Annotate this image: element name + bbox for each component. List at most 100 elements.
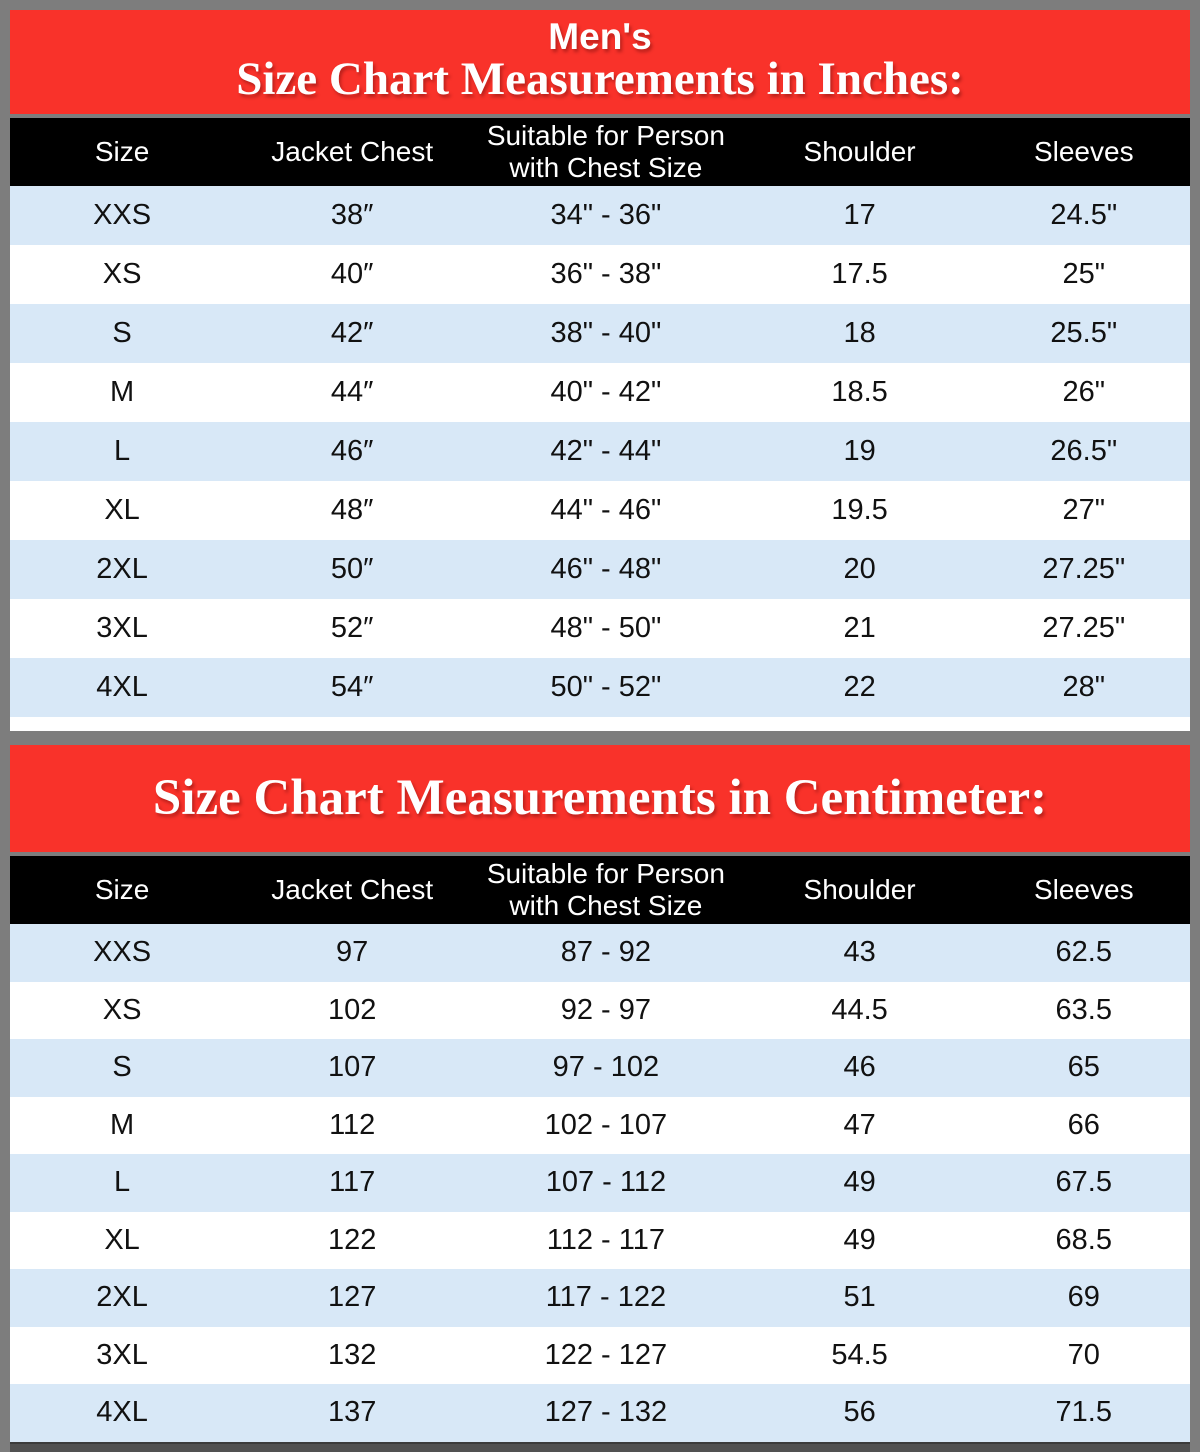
table-cell: 50″ [330, 553, 374, 585]
table-cell: 51 [843, 1281, 876, 1314]
table-cell: 137 [327, 1396, 377, 1429]
table-row: XXS 97 87 - 92 43 62.5 [10, 924, 1190, 982]
table-cell: 117 [329, 1166, 376, 1199]
column-header: Shoulder [803, 873, 916, 905]
table-cell: 102 [327, 993, 377, 1026]
table-cell: M [110, 376, 135, 408]
table-cell: 66 [1067, 1108, 1100, 1141]
table-cell: 48″ [330, 494, 374, 526]
banner-super-title: Men's [548, 16, 652, 57]
table-cell: 54.5 [831, 1338, 888, 1371]
table-cell: 17 [843, 199, 876, 231]
table-row: L 117 107 - 112 49 67.5 [10, 1154, 1190, 1212]
table-cell: L [114, 435, 131, 467]
table-cell: 18.5 [831, 376, 888, 408]
table-cell: 40" - 42" [550, 376, 662, 408]
table-cell: 107 - 112 [545, 1166, 667, 1199]
table-cell: 102 - 107 [544, 1108, 668, 1141]
table-cell: 127 [327, 1281, 377, 1314]
column-header: Sleeves [1033, 135, 1134, 167]
table-header-row: Size Jacket Chest Suitable for Person with… [10, 856, 1190, 924]
column-header: Sleeves [1033, 873, 1134, 905]
bottom-bar [10, 1441, 1190, 1452]
table-cell: 92 - 97 [560, 993, 652, 1026]
table-footer-strip [10, 717, 1190, 731]
table-cell: 22 [843, 671, 876, 703]
table-cell: 65 [1067, 1051, 1100, 1084]
table-cell: 26" [1062, 376, 1106, 408]
table-cell: 122 [327, 1223, 377, 1256]
table-row: 3XL 52″ 48" - 50" 21 27.25" [10, 599, 1190, 658]
table-cell: XL [104, 1223, 140, 1256]
table-cell: 19.5 [831, 494, 888, 526]
table-cell: 47 [843, 1108, 876, 1141]
column-header: Size [94, 135, 150, 167]
table-cell: 38″ [330, 199, 374, 231]
table-cell: 52″ [330, 612, 374, 644]
table-cell: 87 - 92 [560, 936, 652, 969]
table-cell: 49 [843, 1223, 876, 1256]
table-cell: 27" [1062, 494, 1106, 526]
table-cell: XL [104, 494, 140, 526]
table-cell: XXS [93, 936, 152, 969]
table-cell: 54″ [330, 671, 374, 703]
table-cell: XXS [93, 199, 152, 231]
table-cell: 38" - 40" [550, 317, 662, 349]
table-row: XL 48″ 44" - 46" 19.5 27" [10, 481, 1190, 540]
table-row: S 107 97 - 102 46 65 [10, 1039, 1190, 1097]
table-cell: 3XL [96, 1338, 148, 1371]
table-cell: 43 [843, 936, 876, 969]
table-cell: 44″ [330, 376, 374, 408]
table-cell: 63.5 [1055, 993, 1112, 1026]
table-row: XXS 38″ 34" - 36" 17 24.5" [10, 186, 1190, 245]
table-cell: 68.5 [1055, 1223, 1112, 1256]
centimeter-banner-title: Size Chart Measurements in Centimeter: [152, 770, 1048, 826]
table-cell: 50" - 52" [550, 671, 662, 703]
table-cell: 28" [1062, 671, 1106, 703]
table-cell: 26.5" [1050, 435, 1118, 467]
table-cell: 25" [1062, 258, 1106, 290]
table-cell: 27.25" [1042, 612, 1126, 644]
table-cell: M [110, 1108, 135, 1141]
table-cell: 4XL [96, 1396, 148, 1429]
column-header: Suitable for Person with Chest Size [486, 119, 725, 183]
table-cell: 18 [843, 317, 876, 349]
table-cell: 69 [1067, 1281, 1100, 1314]
table-cell: 42″ [330, 317, 374, 349]
table-cell: 107 [327, 1051, 377, 1084]
table-cell: 127 - 132 [544, 1396, 668, 1429]
table-cell: 112 [329, 1108, 376, 1141]
table-cell: 97 [336, 936, 369, 969]
table-cell: 4XL [96, 671, 148, 703]
table-header-row: Size Jacket Chest Suitable for Person with… [10, 118, 1190, 186]
table-row: M 44″ 40" - 42" 18.5 26" [10, 363, 1190, 422]
table-cell: 49 [843, 1166, 876, 1199]
table-cell: 25.5" [1050, 317, 1118, 349]
table-row: 3XL 132 122 - 127 54.5 70 [10, 1326, 1190, 1384]
table-cell: S [112, 1051, 132, 1084]
table-cell: 34" - 36" [550, 199, 662, 231]
table-row: S 42″ 38" - 40" 18 25.5" [10, 304, 1190, 363]
table-row: 2XL 127 117 - 122 51 69 [10, 1269, 1190, 1327]
table-row: 4XL 137 127 - 132 56 71.5 [10, 1384, 1190, 1442]
table-cell: 3XL [96, 612, 148, 644]
table-row: M 112 102 - 107 47 66 [10, 1096, 1190, 1154]
column-header: Suitable for Person with Chest Size [486, 857, 725, 921]
table-row: XS 102 92 - 97 44.5 63.5 [10, 981, 1190, 1039]
table-cell: 40″ [330, 258, 374, 290]
inches-section: Men's Size Chart Measurements in Inches:… [10, 10, 1190, 731]
inches-banner: Men's Size Chart Measurements in Inches: [10, 10, 1190, 114]
table-cell: 44" - 46" [550, 494, 662, 526]
table-row: L 46″ 42" - 44" 19 26.5" [10, 422, 1190, 481]
centimeter-table: Size Jacket Chest Suitable for Person with… [10, 856, 1190, 1442]
table-cell: 44.5 [831, 993, 888, 1026]
inches-table: Size Jacket Chest Suitable for Person with… [10, 118, 1190, 717]
table-cell: 97 - 102 [552, 1051, 660, 1084]
table-cell: 56 [843, 1396, 876, 1429]
column-header: Jacket Chest [271, 135, 434, 167]
table-row: XS 40″ 36" - 38" 17.5 25" [10, 245, 1190, 304]
table-row: 4XL 54″ 50" - 52" 22 28" [10, 658, 1190, 717]
table-cell: 48" - 50" [550, 612, 662, 644]
inches-banner-title: Size Chart Measurements in Inches: [236, 53, 964, 105]
